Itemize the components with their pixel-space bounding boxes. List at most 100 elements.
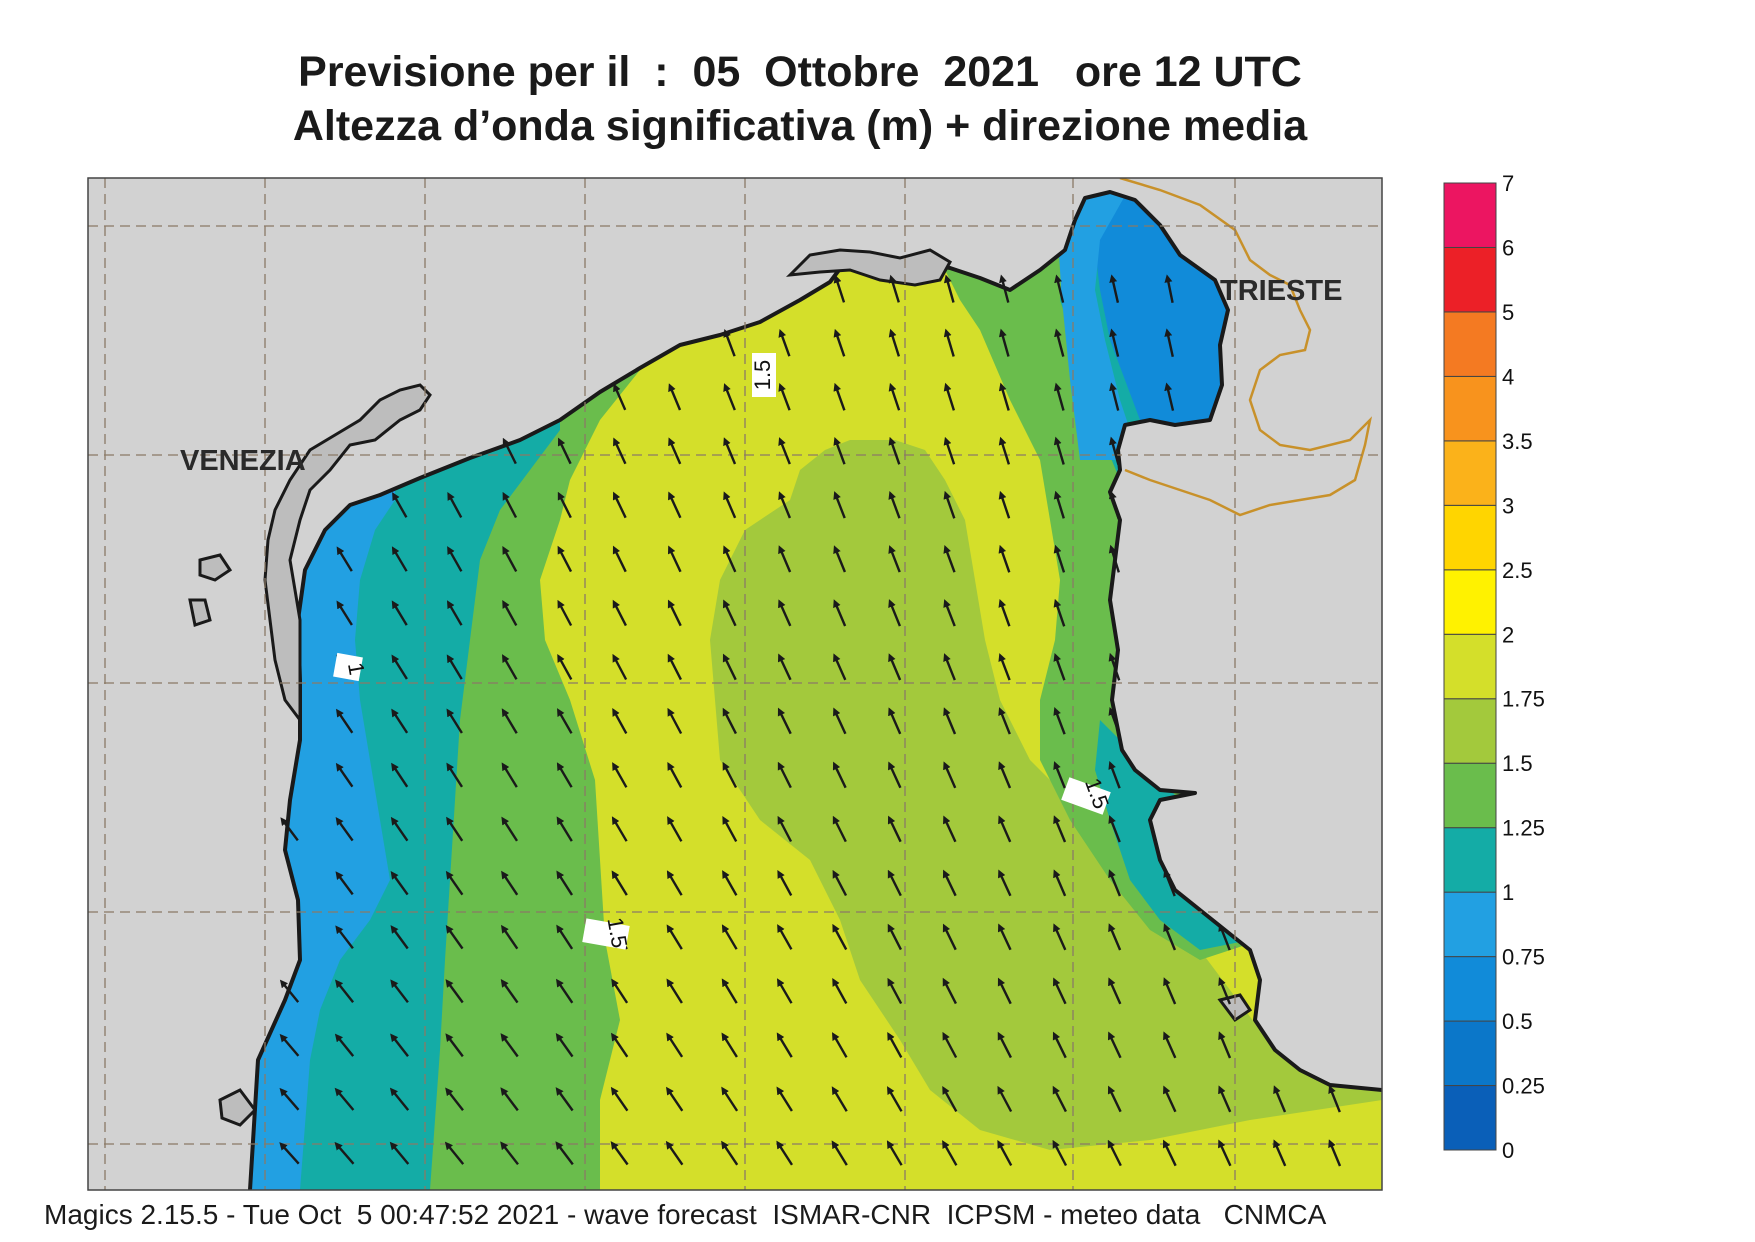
legend-tick-label: 6 [1502,235,1514,260]
direction-arrow [1053,815,1067,843]
direction-arrow [831,1086,848,1112]
direction-arrow [1053,761,1066,789]
legend-tick-label: 2 [1502,622,1514,647]
direction-arrow [1109,274,1120,303]
direction-arrow [832,977,848,1004]
direction-arrow [334,1033,355,1057]
direction-arrow [1218,1085,1232,1113]
color-legend: 0 0.25 0.5 0.75 1 1.25 1.5 1.75 2 2.5 3 3.5 4 5 6 7 [1443,171,1545,1163]
direction-arrow [833,274,846,303]
map-title-variable: Altezza d’onda significativa (m) + direz… [292,102,1308,150]
direction-arrow [942,869,957,897]
direction-arrow [668,491,682,519]
direction-arrow [888,707,902,735]
direction-arrow [555,1032,574,1058]
direction-arrow [721,924,738,950]
direction-arrow [778,599,792,627]
direction-arrow [1273,1085,1287,1113]
direction-arrow [280,817,299,842]
direction-arrow [500,1033,519,1058]
direction-arrow [1109,436,1120,465]
direction-arrow [888,436,901,465]
direction-arrow [723,545,737,573]
direction-arrow [668,437,682,465]
direction-arrow [665,1140,684,1166]
direction-arrow [943,707,957,735]
direction-arrow [1328,1085,1341,1113]
direction-arrow [1109,328,1120,357]
direction-arrow [1053,706,1066,735]
direction-arrow [666,1032,684,1058]
direction-arrow [721,1032,738,1058]
coastline [248,190,1382,1190]
legend-swatch-10 [1443,440,1497,506]
direction-arrow [722,761,738,789]
direction-arrow [555,1141,574,1166]
direction-arrow [1053,869,1067,897]
contour-label-1-west: 1 [343,660,370,676]
direction-arrow [998,707,1011,735]
direction-arrow [1163,869,1176,897]
direction-arrow [502,545,518,572]
direction-arrow [778,545,792,573]
direction-arrow [446,816,464,842]
legend-swatch-3 [1443,891,1497,958]
footer-credit: Magics 2.15.5 - Tue Oct 5 00:47:52 2021 … [44,1199,1327,1230]
direction-arrow [279,979,300,1003]
direction-arrow [723,491,737,519]
direction-arrow [336,546,353,572]
direction-arrow [997,1031,1012,1059]
direction-arrow [390,870,409,896]
direction-arrow [500,1141,519,1166]
direction-arrow [888,274,900,303]
direction-arrow [943,436,956,465]
direction-arrow [887,1031,903,1058]
direction-arrow [612,762,628,788]
direction-arrow [556,762,573,788]
direction-arrow [1108,923,1122,951]
direction-arrow [667,653,682,681]
direction-arrow [391,654,408,680]
direction-arrow [776,1086,793,1112]
direction-arrow [998,328,1010,357]
legend-swatch-13 [1443,246,1497,313]
direction-arrow [502,654,518,680]
direction-arrow [888,653,902,681]
direction-arrow [446,654,463,680]
direction-arrow [776,1032,793,1058]
direction-arrow [612,653,628,681]
state-border [1119,178,1373,517]
direction-arrow [1054,274,1065,303]
direction-arrow [777,815,793,843]
legend-swatch-5 [1443,762,1497,829]
direction-arrow [555,1087,574,1112]
direction-arrow [391,600,408,626]
direction-arrow [833,653,847,681]
direction-arrow [887,815,902,843]
legend-swatch-4 [1443,827,1497,893]
direction-arrow [501,924,519,950]
mean-direction-arrows [279,274,1342,1167]
direction-arrow [1053,490,1065,519]
direction-arrow [446,708,463,734]
direction-arrow [832,761,847,789]
direction-arrow [943,490,956,519]
grado-lagoon-land [785,248,953,287]
direction-arrow [445,1087,464,1111]
direction-arrow [556,924,574,950]
direction-arrow [666,870,683,896]
direction-arrow [1163,977,1177,1005]
direction-arrow [1052,1139,1068,1167]
venice-lagoon-land [263,383,432,725]
direction-arrow [666,924,683,950]
map-title-date: Previsione per il : 05 Ottobre 2021 ore … [298,48,1302,96]
direction-arrow [832,923,848,951]
direction-arrow [778,382,791,411]
legend-swatch-14 [1443,182,1497,248]
direction-arrow [778,328,791,357]
direction-arrow [389,1087,410,1111]
direction-arrow [667,545,682,573]
direction-arrow [1108,760,1121,789]
direction-arrow [1108,544,1120,573]
